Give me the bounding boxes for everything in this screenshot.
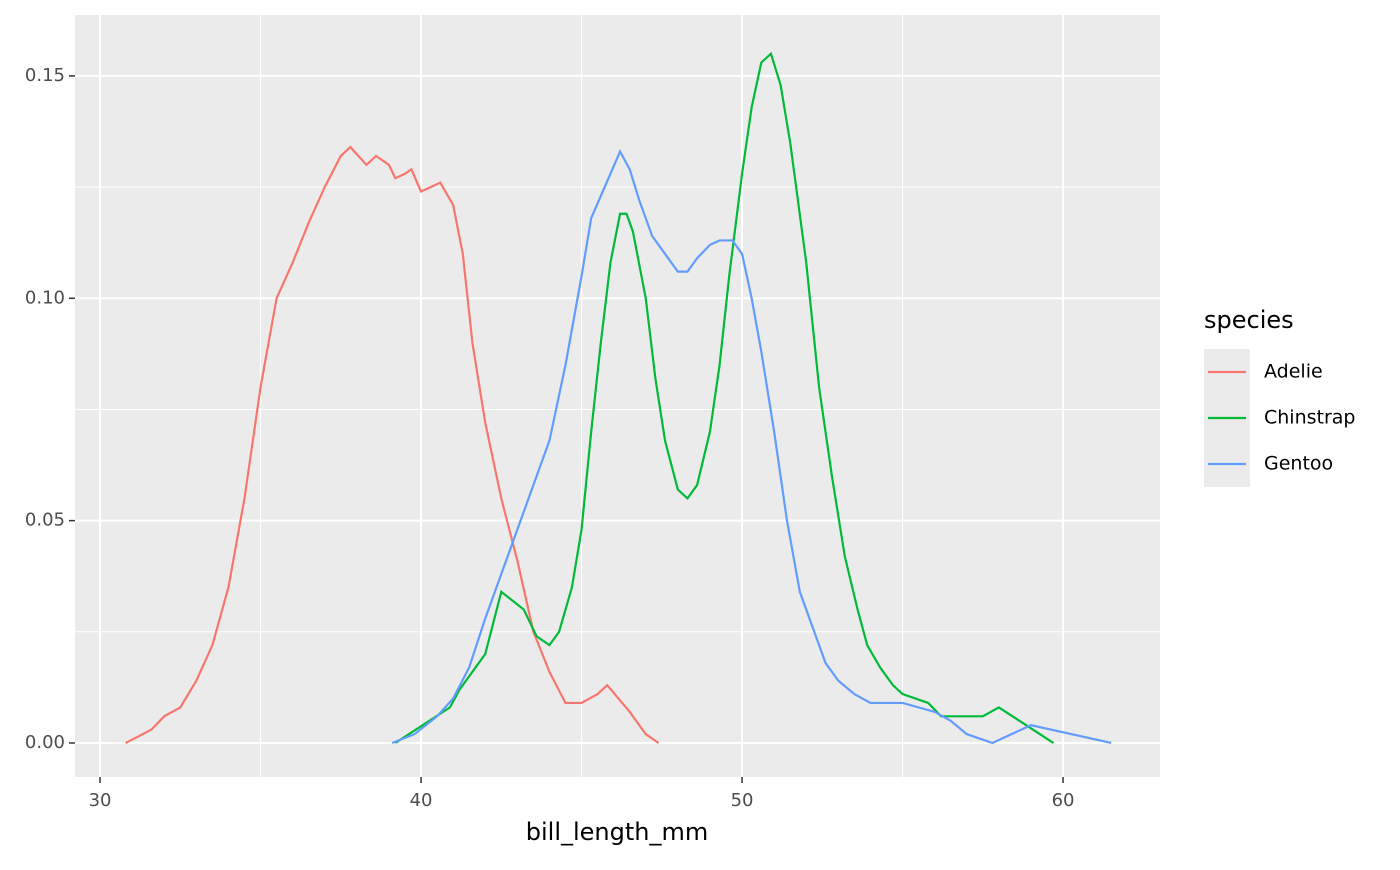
density-line <box>391 149 1112 745</box>
y-tick-label: 0.00 <box>25 732 65 753</box>
x-tick-label: 50 <box>731 790 754 811</box>
y-tick-label: 0.05 <box>25 510 65 531</box>
x-tick-label: 40 <box>410 790 433 811</box>
x-tick-label: 60 <box>1052 790 1075 811</box>
legend-title: species <box>1204 306 1294 334</box>
density-line <box>394 51 1055 744</box>
density-line <box>125 145 660 744</box>
legend-label: Adelie <box>1264 361 1323 383</box>
y-tick-label: 0.15 <box>25 65 65 86</box>
y-tick-label: 0.10 <box>25 287 65 308</box>
legend-label: Gentoo <box>1264 453 1333 475</box>
x-tick-label: 30 <box>89 790 112 811</box>
panel <box>75 15 1160 777</box>
x-axis-title: bill_length_mm <box>526 818 709 846</box>
legend-label: Chinstrap <box>1264 407 1356 429</box>
